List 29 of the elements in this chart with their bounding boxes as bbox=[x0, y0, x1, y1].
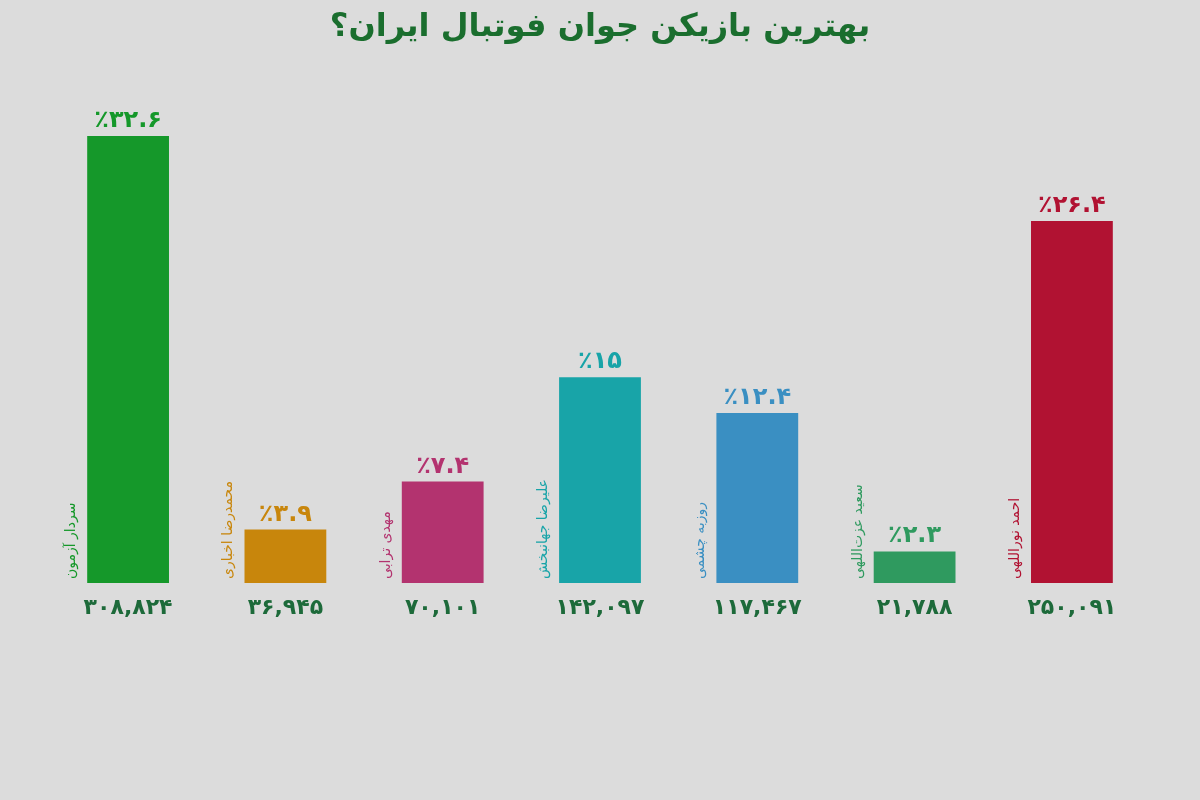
data-label: ٪۳.۹ bbox=[258, 498, 313, 527]
text: ۲۵۰,۰۹۱ bbox=[1027, 594, 1117, 619]
x-tick-label: محمدرضا اخباری bbox=[219, 480, 237, 579]
x-tick-label: احمد نوراللهی bbox=[1005, 497, 1023, 579]
data-label: ٪۷.۴ bbox=[416, 450, 470, 479]
chart-title: بهترین بازیکن جوان فوتبال ایران؟ bbox=[329, 6, 871, 44]
text: ۳۰۸,۸۲۴ bbox=[83, 594, 173, 619]
x-tick-label: سعید عزت‌اللهی bbox=[848, 484, 866, 579]
bar bbox=[87, 135, 169, 583]
bar bbox=[873, 551, 956, 583]
text: ۲۱,۷۸۸ bbox=[876, 594, 953, 619]
bar bbox=[1031, 220, 1113, 583]
bar bbox=[401, 481, 484, 583]
text: ۳۶,۹۴۵ bbox=[247, 594, 324, 619]
x-tick-label: علیرضا جهانبخش bbox=[534, 479, 551, 579]
x-tick-label: سردار آزمون bbox=[62, 502, 80, 579]
bar bbox=[716, 412, 799, 583]
bar bbox=[244, 529, 327, 583]
bar bbox=[559, 377, 641, 583]
text: ۷۰,۱۰۱ bbox=[404, 594, 481, 619]
data-label: ٪۱۵ bbox=[578, 346, 622, 375]
data-label: ٪۱۲.۴ bbox=[723, 381, 792, 410]
data-label: ٪۲.۳ bbox=[888, 520, 942, 549]
x-tick-label: روزبه چشمی bbox=[691, 501, 709, 579]
data-label: ٪۳۲.۶ bbox=[94, 104, 162, 133]
text: ۱۴۲,۰۹۷ bbox=[555, 594, 646, 619]
data-label: ٪۲۶.۴ bbox=[1038, 189, 1106, 218]
text: ۱۱۷,۴۶۷ bbox=[712, 594, 803, 619]
x-tick-label: مهدی ترابی bbox=[376, 511, 394, 579]
